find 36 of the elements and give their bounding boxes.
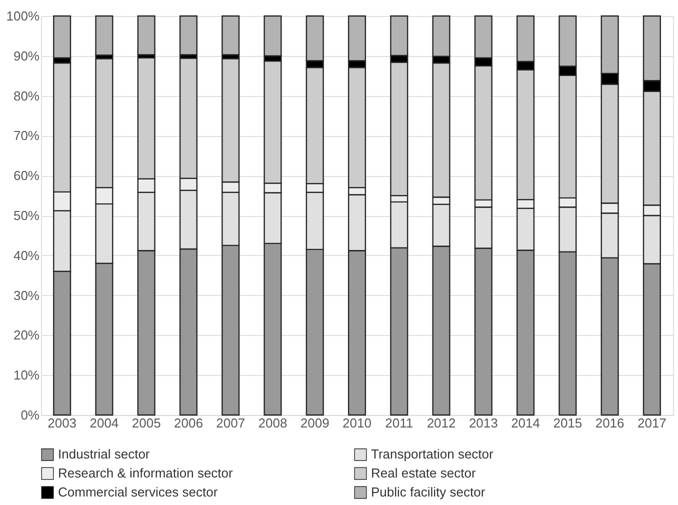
y-tick-label: 30% [13, 288, 40, 303]
y-tick-label: 100% [6, 8, 40, 24]
x-tick-label: 2012 [426, 416, 456, 430]
legend-label: Real estate sector [371, 466, 476, 480]
legend-label: Public facility sector [371, 484, 486, 500]
x-tick-label: 2015 [553, 416, 582, 430]
x-tick-label: 2003 [48, 416, 77, 430]
bar [179, 15, 198, 56]
y-tick-label: 80% [13, 88, 40, 104]
legend-label: Research & information sector [58, 466, 234, 480]
y-tick-label: 20% [13, 328, 40, 343]
y-tick-label: 70% [13, 128, 40, 144]
bar [137, 15, 156, 56]
y-tick-label: 0% [20, 408, 40, 422]
y-tick-label: 90% [13, 48, 40, 64]
bar [222, 15, 240, 56]
bar [95, 15, 114, 56]
x-tick-label: 2017 [637, 416, 666, 430]
legend-label: Transportation sector [371, 446, 494, 462]
x-tick-label: 2013 [468, 416, 498, 430]
x-tick-label: 2005 [132, 416, 161, 430]
legend-label: Industrial sector [58, 446, 150, 462]
x-tick-label: 2008 [258, 416, 288, 430]
y-tick-label: 60% [13, 168, 40, 184]
x-tick-label: 2009 [300, 416, 330, 430]
legend-label: Commercial services sector [58, 484, 218, 500]
x-tick-label: 2016 [595, 416, 624, 430]
y-tick-label: 10% [13, 368, 40, 383]
x-tick-label: 2006 [174, 416, 203, 430]
y-tick-label: 40% [13, 248, 40, 263]
x-tick-label: 2004 [90, 416, 119, 430]
x-tick-label: 2011 [385, 416, 414, 430]
x-tick-label: 2007 [216, 416, 246, 430]
y-tick-label: 50% [13, 208, 40, 223]
x-tick-label: 2014 [511, 416, 540, 430]
x-tick-label: 2010 [342, 416, 372, 430]
